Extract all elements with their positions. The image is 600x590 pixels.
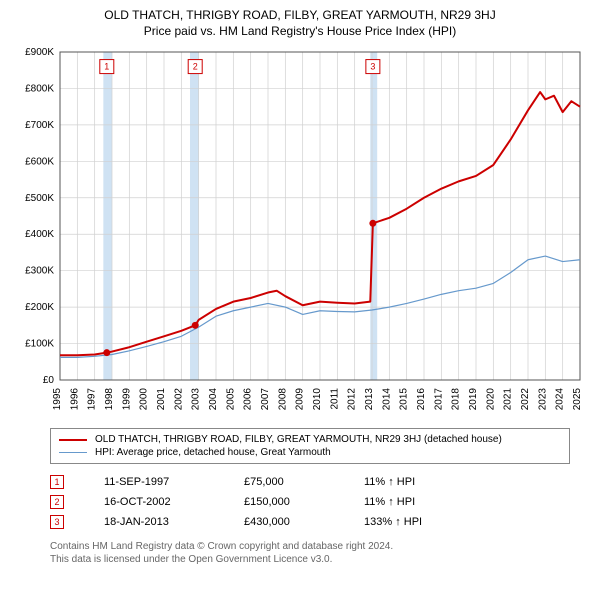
legend-item: OLD THATCH, THRIGBY ROAD, FILBY, GREAT Y… — [59, 433, 561, 446]
legend-label: OLD THATCH, THRIGBY ROAD, FILBY, GREAT Y… — [95, 434, 502, 445]
svg-text:£700K: £700K — [25, 120, 54, 131]
svg-text:£100K: £100K — [25, 339, 54, 350]
footer-line-1: Contains HM Land Registry data © Crown c… — [50, 540, 590, 553]
svg-text:2004: 2004 — [208, 388, 219, 411]
transaction-marker: 3 — [50, 515, 64, 529]
transaction-row: 3 18-JAN-2013 £430,000 133% ↑ HPI — [50, 512, 570, 532]
svg-text:2003: 2003 — [191, 388, 202, 411]
svg-text:£200K: £200K — [25, 302, 54, 313]
svg-text:2011: 2011 — [329, 388, 340, 410]
transaction-marker: 1 — [50, 475, 64, 489]
svg-text:1999: 1999 — [121, 388, 132, 411]
svg-text:2002: 2002 — [173, 388, 184, 411]
svg-text:2008: 2008 — [277, 388, 288, 411]
svg-text:1995: 1995 — [52, 388, 63, 411]
svg-text:2000: 2000 — [139, 388, 150, 411]
svg-text:2021: 2021 — [503, 388, 514, 411]
legend-box: OLD THATCH, THRIGBY ROAD, FILBY, GREAT Y… — [50, 428, 570, 464]
footer-line-2: This data is licensed under the Open Gov… — [50, 553, 590, 566]
transaction-price: £430,000 — [244, 516, 324, 528]
svg-text:2015: 2015 — [399, 388, 410, 411]
transaction-pct: 133% ↑ HPI — [364, 516, 464, 528]
transaction-pct: 11% ↑ HPI — [364, 496, 464, 508]
legend-swatch — [59, 439, 87, 441]
svg-text:2024: 2024 — [555, 388, 566, 411]
svg-text:£800K: £800K — [25, 83, 54, 94]
svg-text:2023: 2023 — [537, 388, 548, 411]
transaction-price: £75,000 — [244, 476, 324, 488]
footer-attribution: Contains HM Land Registry data © Crown c… — [50, 540, 590, 566]
svg-text:1998: 1998 — [104, 388, 115, 411]
svg-text:2025: 2025 — [572, 388, 583, 411]
svg-text:3: 3 — [370, 62, 375, 72]
chart-title-main: OLD THATCH, THRIGBY ROAD, FILBY, GREAT Y… — [10, 8, 590, 22]
svg-text:1996: 1996 — [69, 388, 80, 411]
transaction-date: 11-SEP-1997 — [104, 476, 204, 488]
svg-text:2006: 2006 — [243, 388, 254, 411]
svg-text:£300K: £300K — [25, 266, 54, 277]
svg-text:1: 1 — [104, 62, 109, 72]
svg-text:£0: £0 — [43, 375, 55, 386]
svg-text:2009: 2009 — [295, 388, 306, 411]
svg-text:£500K: £500K — [25, 193, 54, 204]
transaction-row: 2 16-OCT-2002 £150,000 11% ↑ HPI — [50, 492, 570, 512]
svg-text:2001: 2001 — [156, 388, 167, 411]
svg-text:2005: 2005 — [225, 388, 236, 411]
svg-text:2019: 2019 — [468, 388, 479, 411]
svg-text:2022: 2022 — [520, 388, 531, 411]
svg-text:2020: 2020 — [485, 388, 496, 411]
svg-text:2: 2 — [193, 62, 198, 72]
transaction-date: 18-JAN-2013 — [104, 516, 204, 528]
transaction-marker: 2 — [50, 495, 64, 509]
svg-text:1997: 1997 — [87, 388, 98, 411]
transaction-pct: 11% ↑ HPI — [364, 476, 464, 488]
legend-label: HPI: Average price, detached house, Grea… — [95, 447, 331, 458]
svg-text:2016: 2016 — [416, 388, 427, 411]
transaction-date: 16-OCT-2002 — [104, 496, 204, 508]
svg-text:2010: 2010 — [312, 388, 323, 411]
chart-plot: £0 £100K £200K £300K £400K £500K £600K £700K £80… — [10, 42, 590, 422]
legend-item: HPI: Average price, detached house, Grea… — [59, 446, 561, 459]
transaction-table: 1 11-SEP-1997 £75,000 11% ↑ HPI 2 16-OCT-2002… — [50, 472, 570, 532]
svg-text:2018: 2018 — [451, 388, 462, 411]
svg-text:2012: 2012 — [347, 388, 358, 411]
transaction-row: 1 11-SEP-1997 £75,000 11% ↑ HPI — [50, 472, 570, 492]
svg-text:2013: 2013 — [364, 388, 375, 411]
transaction-price: £150,000 — [244, 496, 324, 508]
svg-text:£900K: £900K — [25, 47, 54, 58]
svg-text:2017: 2017 — [433, 388, 444, 411]
svg-text:£600K: £600K — [25, 156, 54, 167]
chart-title-sub: Price paid vs. HM Land Registry's House … — [10, 24, 590, 38]
svg-text:2007: 2007 — [260, 388, 271, 411]
chart-svg: £0 £100K £200K £300K £400K £500K £600K £700K £80… — [10, 42, 590, 422]
svg-text:£400K: £400K — [25, 229, 54, 240]
chart-container: OLD THATCH, THRIGBY ROAD, FILBY, GREAT Y… — [0, 0, 600, 576]
legend-swatch — [59, 452, 87, 453]
svg-text:2014: 2014 — [381, 388, 392, 411]
